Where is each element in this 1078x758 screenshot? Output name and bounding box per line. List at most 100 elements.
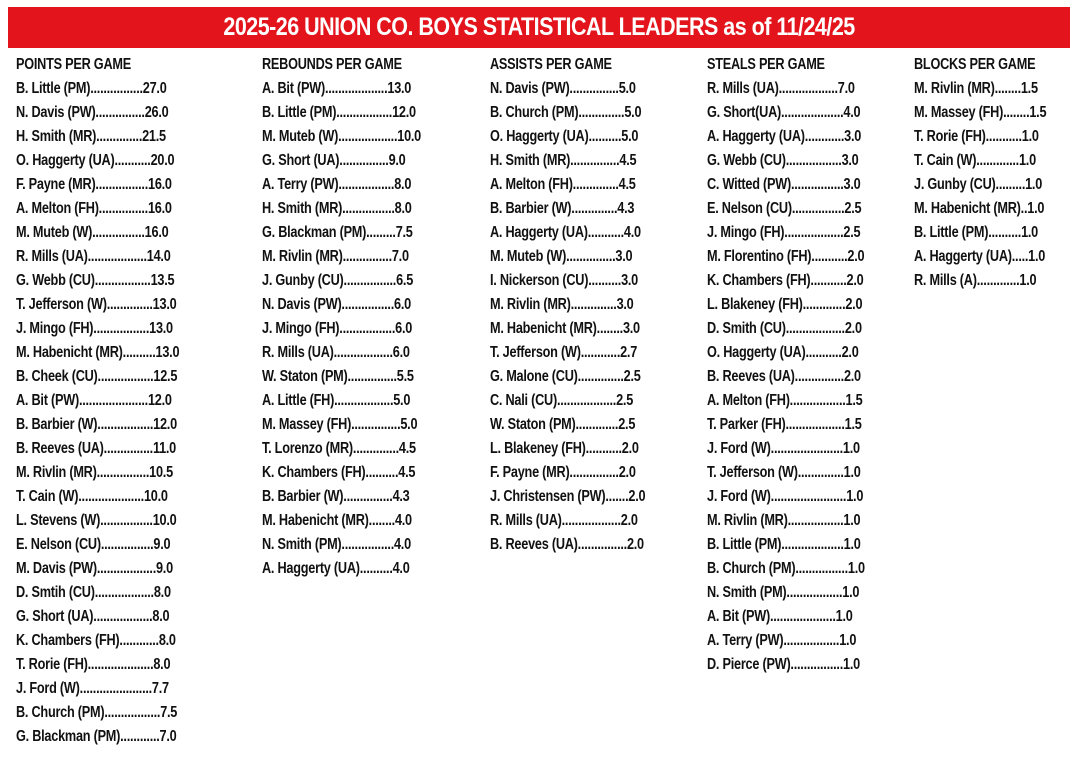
leader-row: B. Little (PM)................27.0 [16,80,167,97]
leader-row: M. Massey (FH)...............5.0 [262,416,418,433]
leader-row: J. Ford (W)......................1.0 [707,440,860,457]
leader-row: O. Haggerty (UA)..........5.0 [490,128,639,145]
leader-row: J. Christensen (PW).......2.0 [490,488,646,505]
leader-row: G. Short(UA)...................4.0 [707,104,861,121]
leader-row: C. Nali (CU)..................2.5 [490,392,634,409]
leader-row: G. Short (UA)..................8.0 [16,608,170,625]
leader-row: N. Smith (PM).................1.0 [707,584,860,601]
blocks-column: BLOCKS PER GAME M. Rivlin (MR)........1.… [914,53,1075,293]
leader-row: F. Payne (MR)...............2.0 [490,464,636,481]
leader-row: M. Habenicht (MR)..1.0 [914,200,1045,217]
leader-row: O. Haggerty (UA)...........20.0 [16,152,175,169]
leader-row: W. Staton (PM).............2.5 [490,416,636,433]
leader-row: M. Muteb (W)................16.0 [16,224,169,241]
leader-row: T. Jefferson (W)..............1.0 [707,464,861,481]
leader-row: B. Little (PM)...................1.0 [707,536,861,553]
leader-row: T. Jefferson (W)..............13.0 [16,296,177,313]
steals-column: STEALS PER GAME R. Mills (UA)...........… [707,53,900,677]
leader-list: R. Mills (UA)..................7.0 G. Sho… [707,77,900,677]
leader-row: G. Webb (CU).................13.5 [16,272,175,289]
leader-row: N. Smith (PM)................4.0 [262,536,411,553]
leader-row: B. Barbier (W)..............4.3 [490,200,635,217]
leader-row: H. Smith (MR)..............21.5 [16,128,166,145]
leader-row: B. Church (PM)..............5.0 [490,104,642,121]
leader-row: A. Haggerty (UA)..........4.0 [262,560,410,577]
leader-row: L. Blakeney (FH).............2.0 [707,296,863,313]
leader-row: M. Massey (FH)........1.5 [914,104,1047,121]
leader-row: R. Mills (A).............1.0 [914,272,1037,289]
leader-row: T. Rorie (FH)....................8.0 [16,656,171,673]
column-title: POINTS PER GAME [16,56,131,73]
leader-row: A. Bit (PW)...................13.0 [262,80,412,97]
leader-row: M. Rivlin (MR).................1.0 [707,512,861,529]
leader-row: A. Haggerty (UA)............3.0 [707,128,862,145]
leader-row: N. Davis (PW)................6.0 [262,296,411,313]
column-title: ASSISTS PER GAME [490,56,612,73]
leader-row: T. Rorie (FH)...........1.0 [914,128,1039,145]
leader-row: B. Church (PM)................1.0 [707,560,865,577]
leader-row: E. Nelson (CU)................9.0 [16,536,171,553]
leader-row: M. Muteb (W)...............3.0 [490,248,633,265]
leader-row: E. Nelson (CU)................2.5 [707,200,862,217]
leader-row: M. Rivlin (MR)................10.5 [16,464,173,481]
leader-row: B. Church (PM).................7.5 [16,704,178,721]
assists-column: ASSISTS PER GAME N. Davis (PW)..........… [490,53,679,557]
leader-row: R. Mills (UA)..................14.0 [16,248,171,265]
leader-row: J. Ford (W).......................1.0 [707,488,864,505]
leader-row: M. Rivlin (MR)...............7.0 [262,248,409,265]
leader-row: A. Haggerty (UA)...........4.0 [490,224,641,241]
leader-row: B. Little (PM).................12.0 [262,104,416,121]
leader-row: A. Bit (PW)....................1.0 [707,608,853,625]
leader-row: M. Habenicht (MR)........4.0 [262,512,412,529]
leader-row: B. Reeves (UA)...............2.0 [490,536,644,553]
leader-row: O. Haggerty (UA)...........2.0 [707,344,859,361]
leader-row: B. Reeves (UA)...............11.0 [16,440,177,457]
leader-row: D. Smith (CU)..................2.0 [707,320,862,337]
leader-row: N. Davis (PW)...............5.0 [490,80,636,97]
leader-row: K. Chambers (FH)...........2.0 [707,272,864,289]
leader-row: J. Mingo (FH).................6.0 [262,320,413,337]
leader-row: B. Barbier (W).................12.0 [16,416,177,433]
leader-row: M. Florentino (FH)...........2.0 [707,248,865,265]
leader-row: A. Little (FH)..................5.0 [262,392,411,409]
leader-row: G. Malone (CU)..............2.5 [490,368,641,385]
leader-row: J. Mingo (FH).................13.0 [16,320,173,337]
leader-row: R. Mills (UA)..................6.0 [262,344,410,361]
leader-row: M. Habenicht (MR)........3.0 [490,320,640,337]
leader-row: R. Mills (UA)..................2.0 [490,512,638,529]
leader-list: B. Little (PM)................27.0 N. Dav… [16,77,215,749]
leader-row: J. Gunby (CU)................6.5 [262,272,414,289]
leader-row: J. Mingo (FH)..................2.5 [707,224,861,241]
leader-row: G. Blackman (PM)............7.0 [16,728,177,745]
leader-row: J. Ford (W)......................7.7 [16,680,169,697]
leader-row: B. Little (PM)..........1.0 [914,224,1039,241]
leader-row: I. Nickerson (CU)..........3.0 [490,272,639,289]
leader-row: A. Melton (FH).................1.5 [707,392,863,409]
leader-row: F. Payne (MR)................16.0 [16,176,172,193]
leader-row: M. Rivlin (MR)........1.5 [914,80,1038,97]
leader-row: A. Bit (PW).....................12.0 [16,392,172,409]
leader-row: R. Mills (UA)..................7.0 [707,80,855,97]
leader-row: J. Gunby (CU).........1.0 [914,176,1043,193]
page-title: 2025-26 UNION CO. BOYS STATISTICAL LEADE… [223,13,855,41]
leader-row: T. Lorenzo (MR)..............4.5 [262,440,416,457]
leader-row: D. Smtih (CU)..................8.0 [16,584,171,601]
leader-row: M. Muteb (W)..................10.0 [262,128,422,145]
leader-row: A. Melton (FH)...............16.0 [16,200,172,217]
stat-columns: POINTS PER GAME B. Little (PM)..........… [0,53,1078,758]
leader-list: N. Davis (PW)...............5.0 B. Church… [490,77,679,557]
leader-row: T. Jefferson (W)............2.7 [490,344,638,361]
leader-row: K. Chambers (FH)..........4.5 [262,464,416,481]
leader-row: B. Cheek (CU).................12.5 [16,368,178,385]
leader-row: W. Staton (PM)...............5.5 [262,368,414,385]
leader-row: N. Davis (PW)...............26.0 [16,104,169,121]
title-banner: 2025-26 UNION CO. BOYS STATISTICAL LEADE… [8,7,1070,48]
leader-row: T. Cain (W).............1.0 [914,152,1036,169]
leader-row: G. Blackman (PM).........7.5 [262,224,413,241]
leader-row: K. Chambers (FH)............8.0 [16,632,176,649]
leader-row: A. Terry (PW).................8.0 [262,176,412,193]
leader-row: C. Witted (PW)................3.0 [707,176,861,193]
leader-row: T. Parker (FH)..................1.5 [707,416,862,433]
rebounds-column: REBOUNDS PER GAME A. Bit (PW)...........… [262,53,456,581]
leader-row: H. Smith (MR)...............4.5 [490,152,637,169]
